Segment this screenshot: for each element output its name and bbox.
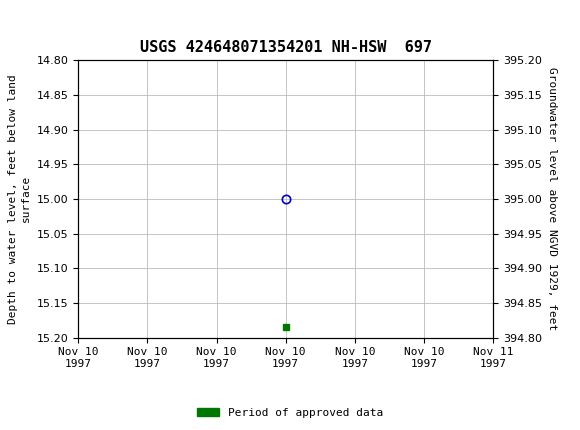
- Text: ≡USGS: ≡USGS: [10, 14, 65, 31]
- Y-axis label: Depth to water level, feet below land
surface: Depth to water level, feet below land su…: [8, 74, 31, 324]
- Y-axis label: Groundwater level above NGVD 1929, feet: Groundwater level above NGVD 1929, feet: [548, 67, 557, 331]
- Title: USGS 424648071354201 NH-HSW  697: USGS 424648071354201 NH-HSW 697: [140, 40, 432, 55]
- Legend: Period of approved data: Period of approved data: [193, 403, 387, 422]
